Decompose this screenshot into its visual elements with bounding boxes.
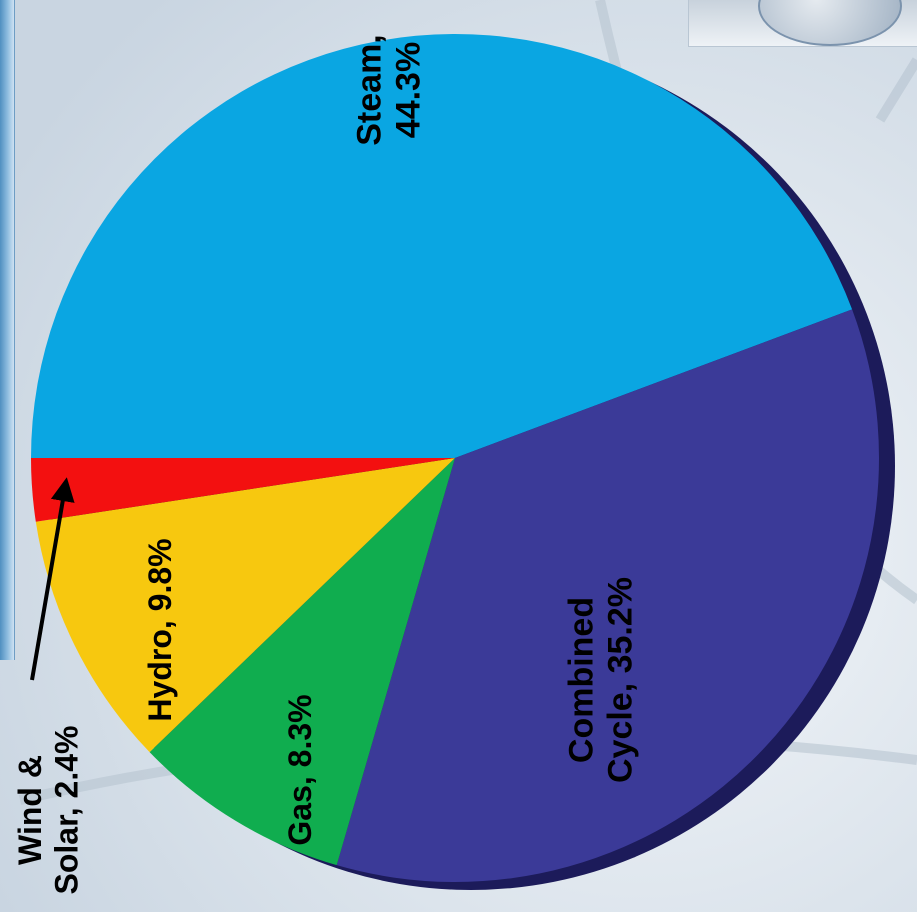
- pie-label-line: Wind &: [12, 755, 48, 865]
- pie-labels: Steam,44.3% CombinedCycle, 35.2% Gas, 8.3%…: [12, 34, 640, 894]
- wind-solar-callout-arrow: [30, 477, 75, 681]
- pie-slice-steam: [31, 34, 853, 458]
- pie-slice-gas: [149, 458, 455, 866]
- pie-slices: [31, 34, 880, 883]
- pie-label-hydro: Hydro, 9.8%: [142, 538, 178, 721]
- slide-left-frame: [0, 0, 15, 660]
- pie-label-line: 44.3%: [389, 42, 427, 138]
- pie-label-line: Steam,: [350, 34, 388, 146]
- decorative-photo-corner: [688, 0, 917, 47]
- pie-slice-wind-solar: [31, 458, 455, 522]
- pie-label-gas: Gas, 8.3%: [282, 694, 318, 845]
- pie-label-line: Solar, 2.4%: [49, 726, 85, 895]
- pie-label-combined-cycle: CombinedCycle, 35.2%: [562, 577, 639, 783]
- pie-slice-hydro: [35, 458, 456, 753]
- pie-label-line: Cycle, 35.2%: [601, 577, 639, 783]
- pie-label-line: Combined: [562, 597, 600, 763]
- pie-label-wind-solar: Wind &Solar, 2.4%: [12, 726, 85, 895]
- pie-label-line: Hydro, 9.8%: [142, 538, 178, 721]
- pie-slice-combined-cycle: [336, 309, 880, 883]
- pie-label-line: Gas, 8.3%: [282, 694, 318, 845]
- pie-label-steam: Steam,44.3%: [350, 34, 427, 146]
